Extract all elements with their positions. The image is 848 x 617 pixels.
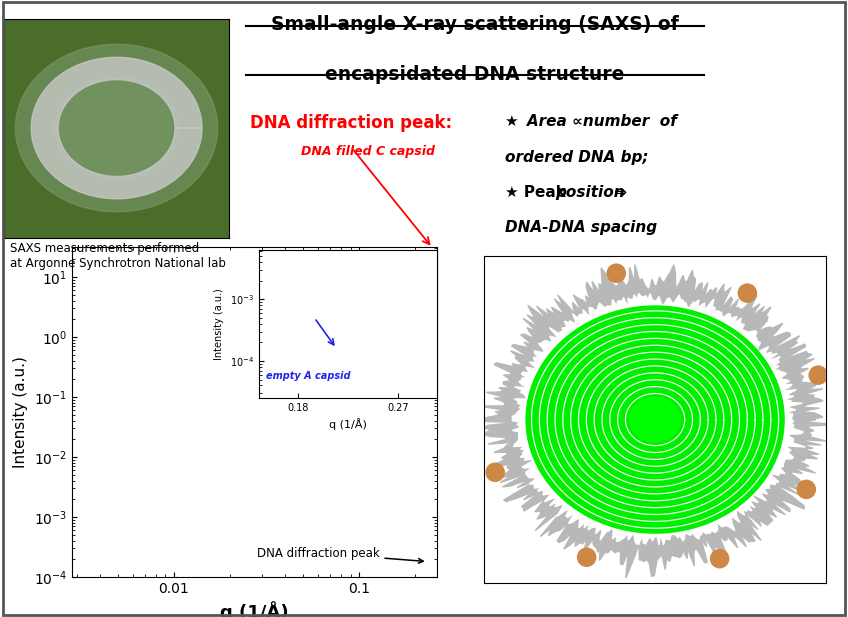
- Circle shape: [809, 366, 828, 384]
- Text: DNA diffraction peak: DNA diffraction peak: [257, 547, 423, 563]
- Circle shape: [711, 550, 728, 568]
- Polygon shape: [53, 76, 180, 180]
- Polygon shape: [465, 265, 836, 578]
- Text: DNA filled C capsid: DNA filled C capsid: [301, 145, 435, 158]
- Polygon shape: [15, 44, 218, 212]
- Circle shape: [739, 284, 756, 302]
- Text: ordered DNA bp;: ordered DNA bp;: [505, 150, 648, 165]
- X-axis label: q (1/Å): q (1/Å): [220, 602, 288, 617]
- Text: DNA diffraction peak:: DNA diffraction peak:: [250, 114, 452, 132]
- Circle shape: [797, 480, 816, 499]
- Text: DNA-DNA spacing: DNA-DNA spacing: [505, 220, 656, 235]
- Polygon shape: [630, 397, 680, 442]
- Y-axis label: Intensity (a.u.): Intensity (a.u.): [14, 356, 28, 468]
- Circle shape: [486, 463, 505, 481]
- Text: ⇒: ⇒: [609, 185, 627, 200]
- Circle shape: [577, 548, 595, 566]
- Circle shape: [607, 264, 625, 283]
- Polygon shape: [31, 57, 202, 199]
- Text: empty A capsid: empty A capsid: [266, 371, 351, 381]
- Polygon shape: [526, 306, 784, 533]
- Text: SAXS measurements performed
at Argonne Synchrotron National lab: SAXS measurements performed at Argonne S…: [10, 242, 226, 270]
- Text: Small-angle X-ray scattering (SAXS) of: Small-angle X-ray scattering (SAXS) of: [271, 15, 678, 35]
- Text: encapsidated DNA structure: encapsidated DNA structure: [325, 65, 625, 84]
- Text: position: position: [555, 185, 625, 200]
- Text: ★ Peak: ★ Peak: [505, 185, 574, 200]
- Polygon shape: [512, 294, 806, 545]
- X-axis label: q (1/Å): q (1/Å): [329, 418, 366, 430]
- Text: ★  Area ∝number  of: ★ Area ∝number of: [505, 114, 677, 129]
- Y-axis label: Intensity (a.u.): Intensity (a.u.): [214, 288, 224, 360]
